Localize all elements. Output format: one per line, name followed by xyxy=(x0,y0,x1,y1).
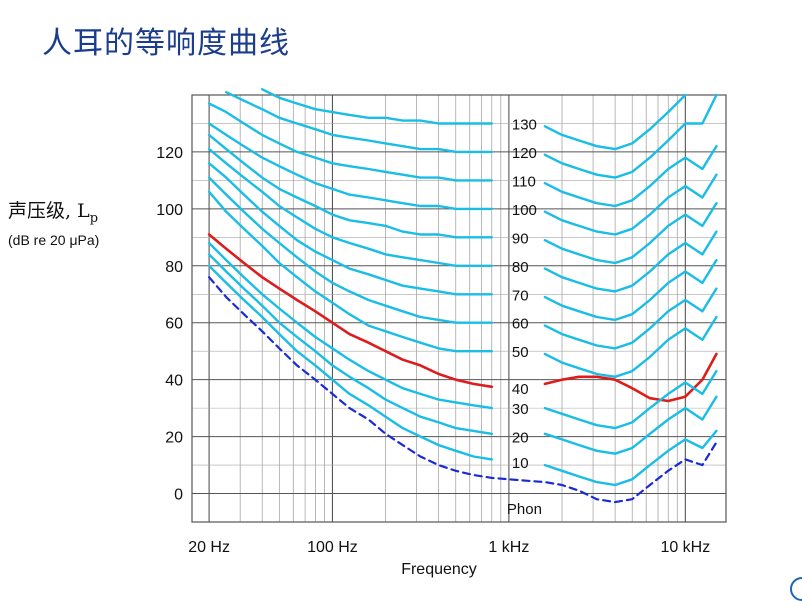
phon-label: 60 xyxy=(512,316,529,333)
page-title: 人耳的等响度曲线 xyxy=(42,26,290,61)
y-tick-label: 100 xyxy=(156,202,183,219)
phon-label: 100 xyxy=(512,202,537,219)
y-tick-label: 60 xyxy=(165,316,183,333)
phon-curve-120 xyxy=(225,91,493,154)
x-tick-label: 100 Hz xyxy=(307,539,358,556)
y-axis-label: 声压级, Lp xyxy=(8,196,98,226)
phon-curve-40 xyxy=(207,233,494,389)
y-tick-label: 80 xyxy=(165,259,183,276)
phon-label: 50 xyxy=(512,344,529,361)
threshold-curve xyxy=(208,276,718,504)
phon-label: 10 xyxy=(512,455,529,472)
corner-badge xyxy=(790,577,802,601)
phon-label: 30 xyxy=(512,401,529,418)
phon-label: 70 xyxy=(512,287,529,304)
phon-curve-70 xyxy=(543,258,718,322)
phon-curve-130 xyxy=(261,88,493,125)
phon-label: 20 xyxy=(512,430,529,447)
y-tick-label: 120 xyxy=(156,145,183,162)
phon-curve-110 xyxy=(207,102,493,182)
phon-curve-30 xyxy=(543,369,718,430)
phon-curve-90 xyxy=(207,133,493,239)
phon-curve-100 xyxy=(543,173,718,236)
x-tick-label: 20 Hz xyxy=(188,539,230,556)
phon-label: 130 xyxy=(512,116,537,133)
y-axis-label-text: 声压级, L xyxy=(8,200,90,222)
phon-label: 110 xyxy=(512,173,536,190)
phon-curve-80 xyxy=(543,230,718,293)
phon-curve-50 xyxy=(543,315,718,378)
phon-curve-40 xyxy=(543,352,718,403)
equal-loudness-chart: 0 20 40 60 80 100 120 20 Hz 100 Hz 1 kHz 10 kHz Fre… xyxy=(156,88,727,578)
phon-label: 120 xyxy=(512,145,537,162)
phon-curve-10 xyxy=(543,429,718,487)
phon-curve-60 xyxy=(543,287,718,350)
phon-curve-30 xyxy=(207,241,493,410)
y-tick-label: 40 xyxy=(165,373,183,390)
chart-grid xyxy=(192,95,726,522)
phon-label: 80 xyxy=(512,259,529,276)
phon-curve-70 xyxy=(207,162,493,296)
phon-label: 90 xyxy=(512,230,529,247)
y-tick-label: 0 xyxy=(174,487,183,504)
phon-label: 40 xyxy=(512,381,529,398)
phon-curve-50 xyxy=(207,190,493,353)
phon-curve-60 xyxy=(207,176,493,324)
plot-frame xyxy=(191,94,727,523)
phon-curve-10 xyxy=(207,264,493,461)
x-axis-title: Frequency xyxy=(401,561,477,578)
chart-curves xyxy=(207,88,718,504)
phon-curve-80 xyxy=(207,147,493,267)
phon-curve-100 xyxy=(207,122,493,211)
y-tick-label: 20 xyxy=(165,430,183,447)
phon-unit-label: Phon xyxy=(507,501,542,518)
y-axis-units: (dB re 20 μPa) xyxy=(8,232,100,248)
phon-curve-130 xyxy=(543,93,687,151)
phon-curve-90 xyxy=(543,202,718,265)
chart-labels: 0 20 40 60 80 100 120 20 Hz 100 Hz 1 kHz 10 kHz Fre… xyxy=(156,116,710,578)
x-tick-label: 10 kHz xyxy=(660,539,710,556)
phon-curve-120 xyxy=(543,93,718,179)
x-tick-label: 1 kHz xyxy=(488,539,529,556)
y-axis-label-subscript: p xyxy=(89,210,99,226)
phon-curve-20 xyxy=(207,253,493,435)
phon-curve-110 xyxy=(543,145,718,208)
phon-curve-20 xyxy=(543,395,718,455)
